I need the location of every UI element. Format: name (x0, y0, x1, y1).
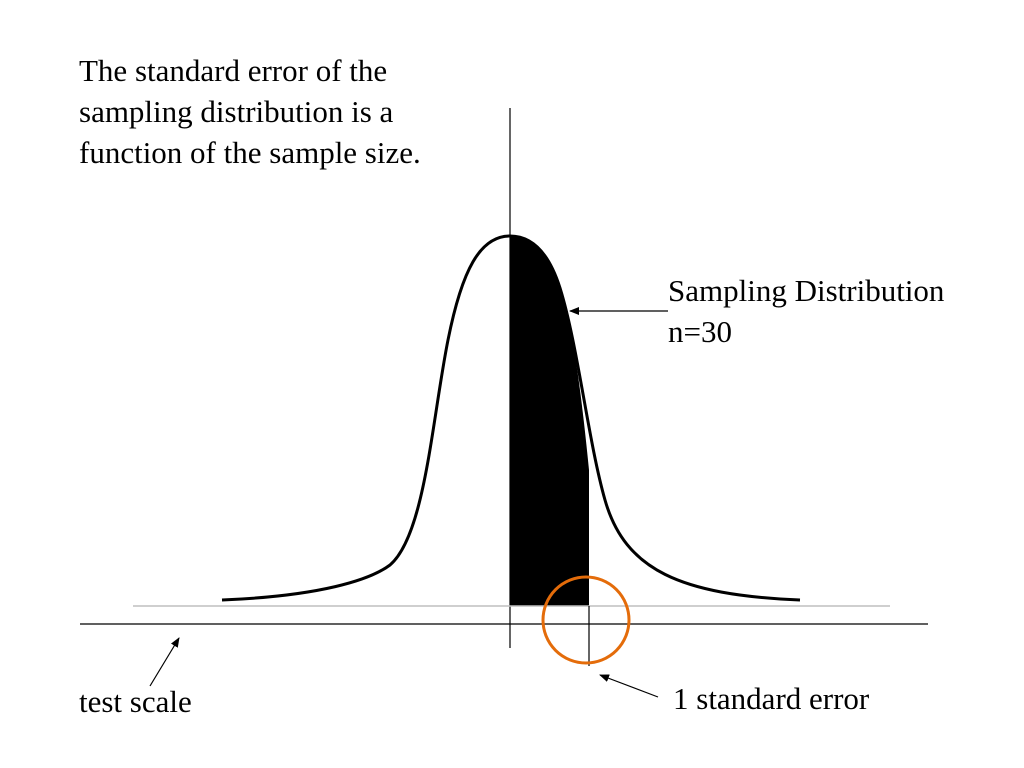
heading-line-1: The standard error of the (79, 53, 388, 88)
slide-heading: The standard error of the sampling distr… (79, 50, 421, 173)
shaded-one-se-region (510, 236, 589, 606)
heading-line-2: sampling distribution is a (79, 94, 394, 129)
distribution-label-title: Sampling Distribution (668, 273, 945, 308)
distribution-label-sample-size: n=30 (668, 314, 732, 349)
sampling-distribution-curve (221, 234, 801, 602)
highlight-circle (541, 575, 631, 665)
test-scale-arrow (149, 637, 180, 687)
test-scale-label: test scale (79, 684, 192, 719)
standard-error-label: 1 standard error (673, 681, 870, 716)
standard-error-arrow (599, 674, 659, 698)
sampling-distribution-label: Sampling Distribution n=30 (668, 270, 944, 352)
heading-line-3: function of the sample size. (79, 135, 421, 170)
